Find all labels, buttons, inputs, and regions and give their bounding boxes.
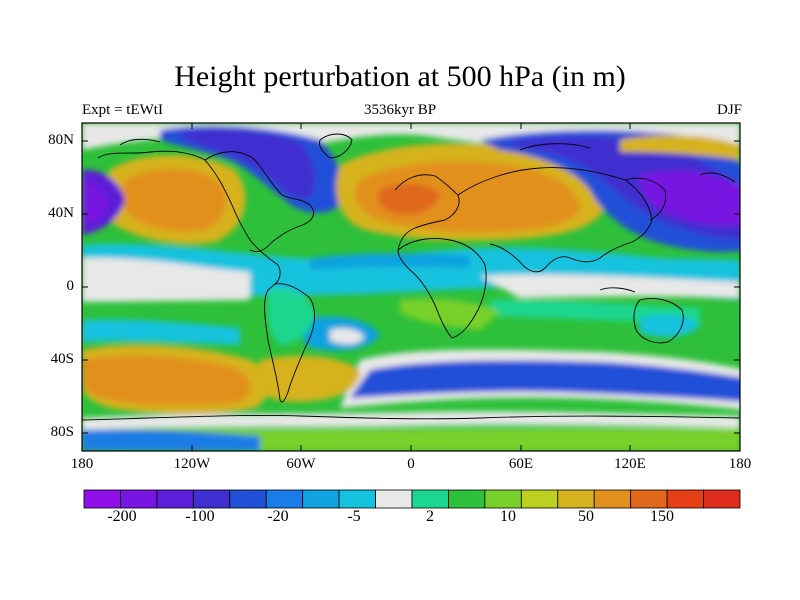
colorbar-swatch <box>593 489 632 509</box>
colorbar-swatch <box>666 489 704 509</box>
colorbar-swatch <box>120 489 158 509</box>
colorbar-swatch <box>630 489 668 509</box>
colorbar-swatch <box>229 489 267 509</box>
colorbar-label: 2 <box>426 508 434 525</box>
lon-tick-label: 120W <box>173 456 211 472</box>
lon-tick-label: 60W <box>286 456 316 472</box>
colorbar-swatch <box>338 489 376 509</box>
lat-tick-label: 40S <box>50 351 74 367</box>
colorbar-label: -100 <box>185 508 215 525</box>
colorbar-swatch <box>156 489 194 509</box>
colorbar-swatch <box>703 489 741 509</box>
colorbar-swatch <box>557 489 595 509</box>
colorbar-swatch <box>375 489 413 509</box>
axis-ticks <box>81 123 741 451</box>
colorbar-swatch <box>265 489 304 509</box>
lon-tick-label: 60E <box>508 456 534 472</box>
lon-tick-label: 180 <box>728 456 752 472</box>
colorbar-swatch <box>302 489 340 509</box>
colorbar-swatch <box>520 489 559 509</box>
colorbar-label: -20 <box>267 508 289 525</box>
lat-tick-label: 0 <box>66 278 75 294</box>
lon-tick-label: 0 <box>407 456 415 472</box>
lon-tick-label: 120E <box>614 456 646 472</box>
colorbar-label: -5 <box>347 508 361 525</box>
experiment-label: Expt = tEWtI <box>82 102 163 118</box>
colorbar-swatch <box>484 489 522 509</box>
lat-tick-label: 80S <box>50 424 74 440</box>
lat-tick-label: 80N <box>48 132 74 148</box>
colorbar-swatch <box>411 489 449 509</box>
lat-tick-label: 40N <box>48 205 74 221</box>
lon-tick-label: 180 <box>70 456 94 472</box>
coastlines <box>82 133 740 421</box>
map-title: Height perturbation at 500 hPa (in m) <box>174 60 626 93</box>
colorbar-swatch <box>448 489 486 509</box>
colorbar-swatch <box>83 489 121 509</box>
season-label: DJF <box>716 102 742 118</box>
colorbar <box>83 489 741 509</box>
colorbar-label: 10 <box>500 508 516 525</box>
period-label: 3536kyr BP <box>363 102 437 118</box>
colorbar-label: 150 <box>650 508 674 525</box>
colorbar-swatch <box>192 489 231 509</box>
field-shading <box>82 123 740 451</box>
colorbar-label: 50 <box>578 508 594 525</box>
colorbar-label: -200 <box>107 508 137 525</box>
